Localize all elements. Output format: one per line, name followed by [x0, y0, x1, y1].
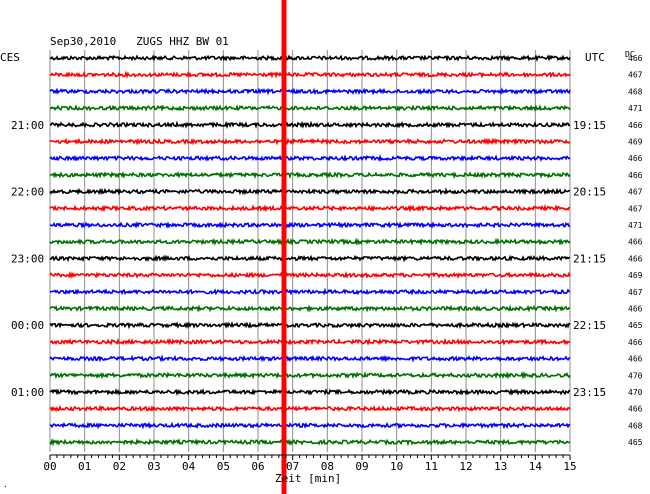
- left-time-label: 01:00: [11, 386, 44, 399]
- x-tick-label: 15: [563, 460, 576, 473]
- x-tick-label: 13: [494, 460, 507, 473]
- chart-labels: Sep30,2010 ZUGS HHZ BW 01 CES UTC DC Zei…: [0, 35, 643, 489]
- trace-row-10: [49, 221, 571, 230]
- x-tick-label: 04: [182, 460, 196, 473]
- dc-value-label: 466: [628, 254, 643, 263]
- x-tick-label: 05: [217, 460, 230, 473]
- dc-value-label: 471: [628, 221, 643, 230]
- trace-row-0: [49, 54, 571, 62]
- dc-value-label: 470: [628, 388, 643, 397]
- trace-row-2: [49, 87, 571, 96]
- x-tick-label: 12: [459, 460, 472, 473]
- time-axis: [49, 454, 571, 460]
- dc-value-label: 468: [628, 87, 643, 96]
- trace-row-7: [49, 171, 571, 179]
- dc-value-label: 466: [628, 154, 643, 163]
- x-tick-label: 08: [321, 460, 334, 473]
- dc-value-label: 465: [628, 438, 643, 447]
- x-tick-label: 00: [43, 460, 56, 473]
- left-time-label: 00:00: [11, 319, 44, 332]
- x-tick-label: 09: [355, 460, 368, 473]
- left-time-label: 22:00: [11, 186, 44, 199]
- dc-value-label: 466: [628, 355, 643, 364]
- trace-row-15: [49, 304, 571, 313]
- left-time-label: 21:00: [11, 119, 44, 132]
- x-tick-label: 14: [529, 460, 543, 473]
- trace-row-20: [49, 387, 571, 396]
- dc-header-label: DC: [625, 50, 635, 59]
- dc-value-label: 469: [628, 138, 643, 147]
- dc-value-label: 470: [628, 371, 643, 380]
- trace-row-14: [49, 287, 571, 296]
- x-tick-label: 06: [251, 460, 264, 473]
- dc-value-label: 468: [628, 421, 643, 430]
- dc-value-label: 467: [628, 204, 643, 213]
- right-time-label: 21:15: [573, 252, 606, 265]
- dc-value-label: 466: [628, 171, 643, 180]
- trace-row-23: [49, 437, 571, 447]
- right-time-label: 19:15: [573, 119, 606, 132]
- trace-row-13: [49, 270, 571, 280]
- chart-title: Sep30,2010 ZUGS HHZ BW 01: [50, 35, 229, 48]
- trace-row-22: [49, 421, 571, 430]
- trace-row-6: [49, 154, 571, 162]
- dc-value-label: 466: [628, 305, 643, 314]
- x-axis-label: Zeit [min]: [275, 472, 341, 485]
- x-tick-label: 07: [286, 460, 299, 473]
- trace-row-5: [49, 137, 571, 146]
- dc-value-label: 466: [628, 338, 643, 347]
- trace-row-12: [49, 254, 571, 263]
- x-tick-label: 03: [147, 460, 160, 473]
- trace-row-4: [49, 120, 570, 130]
- x-tick-label: 02: [113, 460, 126, 473]
- trace-row-9: [49, 203, 571, 213]
- dc-value-label: 467: [628, 188, 643, 197]
- trace-row-11: [49, 237, 571, 246]
- trace-row-19: [49, 371, 571, 380]
- right-timezone-label: UTC: [585, 51, 605, 64]
- right-time-label: 23:15: [573, 386, 606, 399]
- trace-row-3: [49, 104, 571, 112]
- trace-row-8: [49, 187, 571, 196]
- trace-row-16: [49, 321, 571, 330]
- dc-value-label: 467: [628, 71, 643, 80]
- x-tick-label: 10: [390, 460, 403, 473]
- dc-value-label: 466: [628, 121, 643, 130]
- dc-value-label: 467: [628, 288, 643, 297]
- trace-lines: [49, 54, 571, 447]
- trace-row-1: [49, 70, 571, 79]
- right-time-label: 22:15: [573, 319, 606, 332]
- right-time-label: 20:15: [573, 186, 606, 199]
- trace-row-21: [49, 404, 571, 413]
- dc-value-label: 471: [628, 104, 643, 113]
- x-tick-label: 11: [425, 460, 438, 473]
- dc-value-label: 466: [628, 54, 643, 63]
- left-time-label: 23:00: [11, 252, 44, 265]
- trace-row-18: [49, 354, 571, 363]
- dc-value-label: 469: [628, 271, 643, 280]
- dc-value-label: 466: [628, 238, 643, 247]
- dc-value-label: 465: [628, 321, 643, 330]
- left-timezone-label: CES: [0, 51, 20, 64]
- dc-value-label: 466: [628, 405, 643, 414]
- x-tick-label: 01: [78, 460, 91, 473]
- trace-row-17: [49, 337, 571, 346]
- footnote-mark: .: [3, 480, 8, 489]
- minute-grid: [49, 50, 571, 452]
